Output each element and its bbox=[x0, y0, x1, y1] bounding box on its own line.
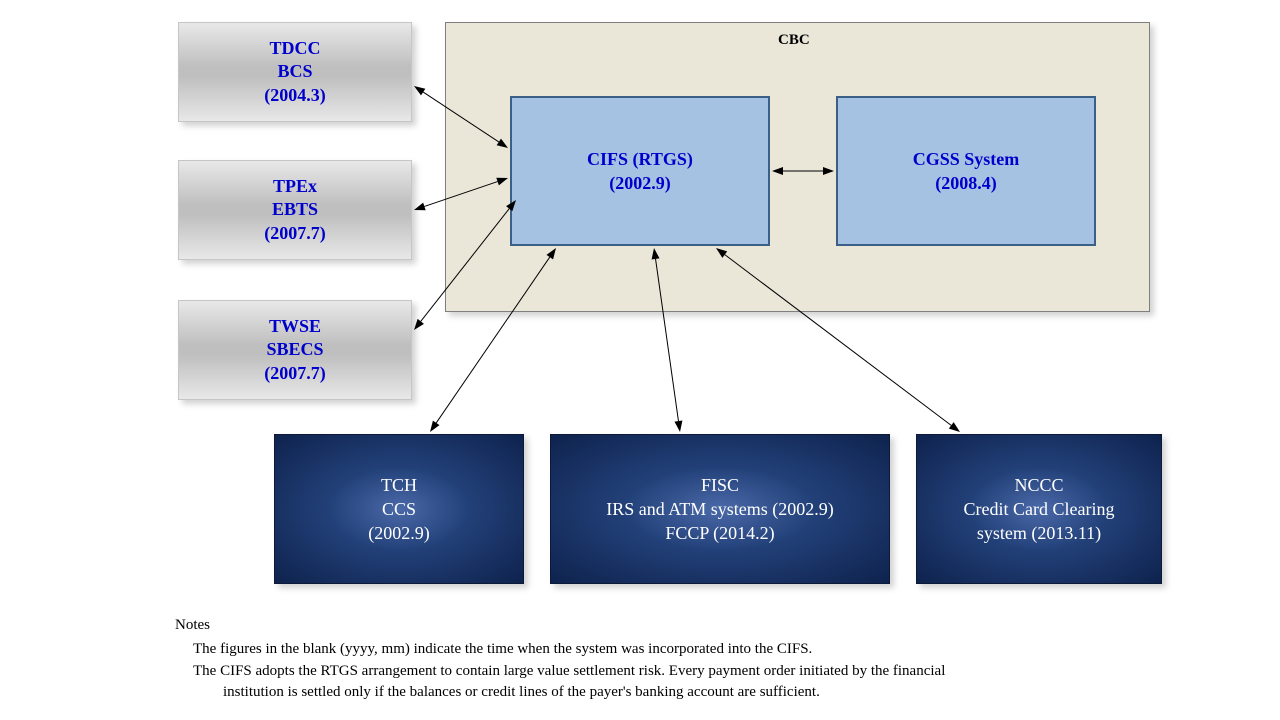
node-cifs-label: CIFS (RTGS) (2002.9) bbox=[587, 147, 693, 196]
node-twse-label: TWSE SBECS (2007.7) bbox=[264, 315, 326, 385]
node-tch-label: TCH CCS (2002.9) bbox=[368, 473, 430, 546]
notes-line-1: The figures in the blank (yyyy, mm) indi… bbox=[175, 639, 1155, 661]
node-tch: TCH CCS (2002.9) bbox=[274, 434, 524, 584]
notes-line-2b: institution is settled only if the balan… bbox=[175, 682, 1155, 704]
cbc-title: CBC bbox=[778, 32, 810, 49]
notes-heading: Notes bbox=[175, 615, 1155, 637]
node-nccc-label: NCCC Credit Card Clearing system (2013.1… bbox=[964, 473, 1115, 546]
node-fisc: FISC IRS and ATM systems (2002.9) FCCP (… bbox=[550, 434, 890, 584]
node-cgss-label: CGSS System (2008.4) bbox=[913, 147, 1020, 196]
node-tdcc: TDCC BCS (2004.3) bbox=[178, 22, 412, 122]
node-twse: TWSE SBECS (2007.7) bbox=[178, 300, 412, 400]
notes-block: Notes The figures in the blank (yyyy, mm… bbox=[175, 615, 1155, 704]
node-nccc: NCCC Credit Card Clearing system (2013.1… bbox=[916, 434, 1162, 584]
node-tpex-label: TPEx EBTS (2007.7) bbox=[264, 175, 326, 245]
node-tpex: TPEx EBTS (2007.7) bbox=[178, 160, 412, 260]
node-fisc-label: FISC IRS and ATM systems (2002.9) FCCP (… bbox=[606, 473, 834, 546]
diagram-stage: CBC TDCC BCS (2004.3) TPEx EBTS (2007.7)… bbox=[0, 0, 1280, 720]
node-cgss: CGSS System (2008.4) bbox=[836, 96, 1096, 246]
notes-line-2: The CIFS adopts the RTGS arrangement to … bbox=[175, 661, 1155, 705]
node-cifs: CIFS (RTGS) (2002.9) bbox=[510, 96, 770, 246]
node-tdcc-label: TDCC BCS (2004.3) bbox=[264, 37, 326, 107]
notes-line-2a: The CIFS adopts the RTGS arrangement to … bbox=[193, 663, 945, 679]
